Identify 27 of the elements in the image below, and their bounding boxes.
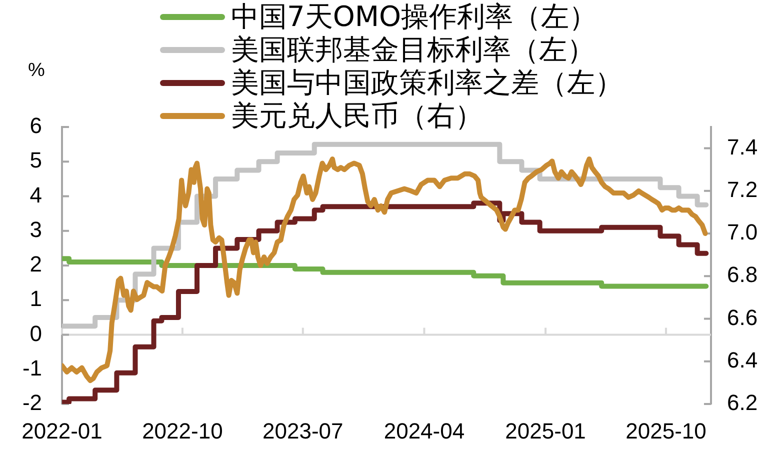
y-tick-label: 2 [30, 252, 42, 277]
x-tick-label: 2025-10 [626, 418, 706, 444]
y2-tick-label: 7.2 [727, 176, 758, 202]
y2-tick-label: 7.0 [727, 220, 758, 245]
x-tick-label: 2022-10 [142, 418, 223, 444]
y-axis-title: % [28, 60, 45, 82]
x-tick-label: 2023-07 [262, 418, 344, 444]
y2-tick-label: 6.4 [727, 347, 758, 372]
y-tick-label: -1 [22, 355, 42, 380]
y2-tick-label: 6.6 [727, 304, 758, 330]
y2-tick-label: 6.2 [727, 390, 758, 416]
y-tick-label: 4 [30, 182, 42, 208]
x-tick-label: 2024-04 [384, 418, 465, 444]
y-tick-label: -2 [22, 390, 42, 416]
legend-label: 中国7天OMO操作利率（左） [231, 0, 598, 33]
y-tick-label: 5 [30, 148, 42, 173]
y-tick-label: 3 [30, 216, 42, 242]
legend-label: 美元兑人民币（右） [231, 99, 483, 132]
y2-tick-label: 7.4 [727, 134, 758, 160]
x-tick-label: 2022-01 [22, 418, 102, 444]
x-tick-label: 2025-01 [505, 418, 586, 444]
y-tick-label: 6 [30, 113, 42, 138]
y-tick-label: 0 [30, 320, 42, 346]
y-tick-label: 1 [30, 286, 42, 312]
legend-label: 美国与中国政策利率之差（左） [231, 66, 623, 99]
legend-label: 美国联邦基金目标利率（左） [231, 33, 595, 66]
y2-tick-label: 6.8 [727, 262, 758, 288]
